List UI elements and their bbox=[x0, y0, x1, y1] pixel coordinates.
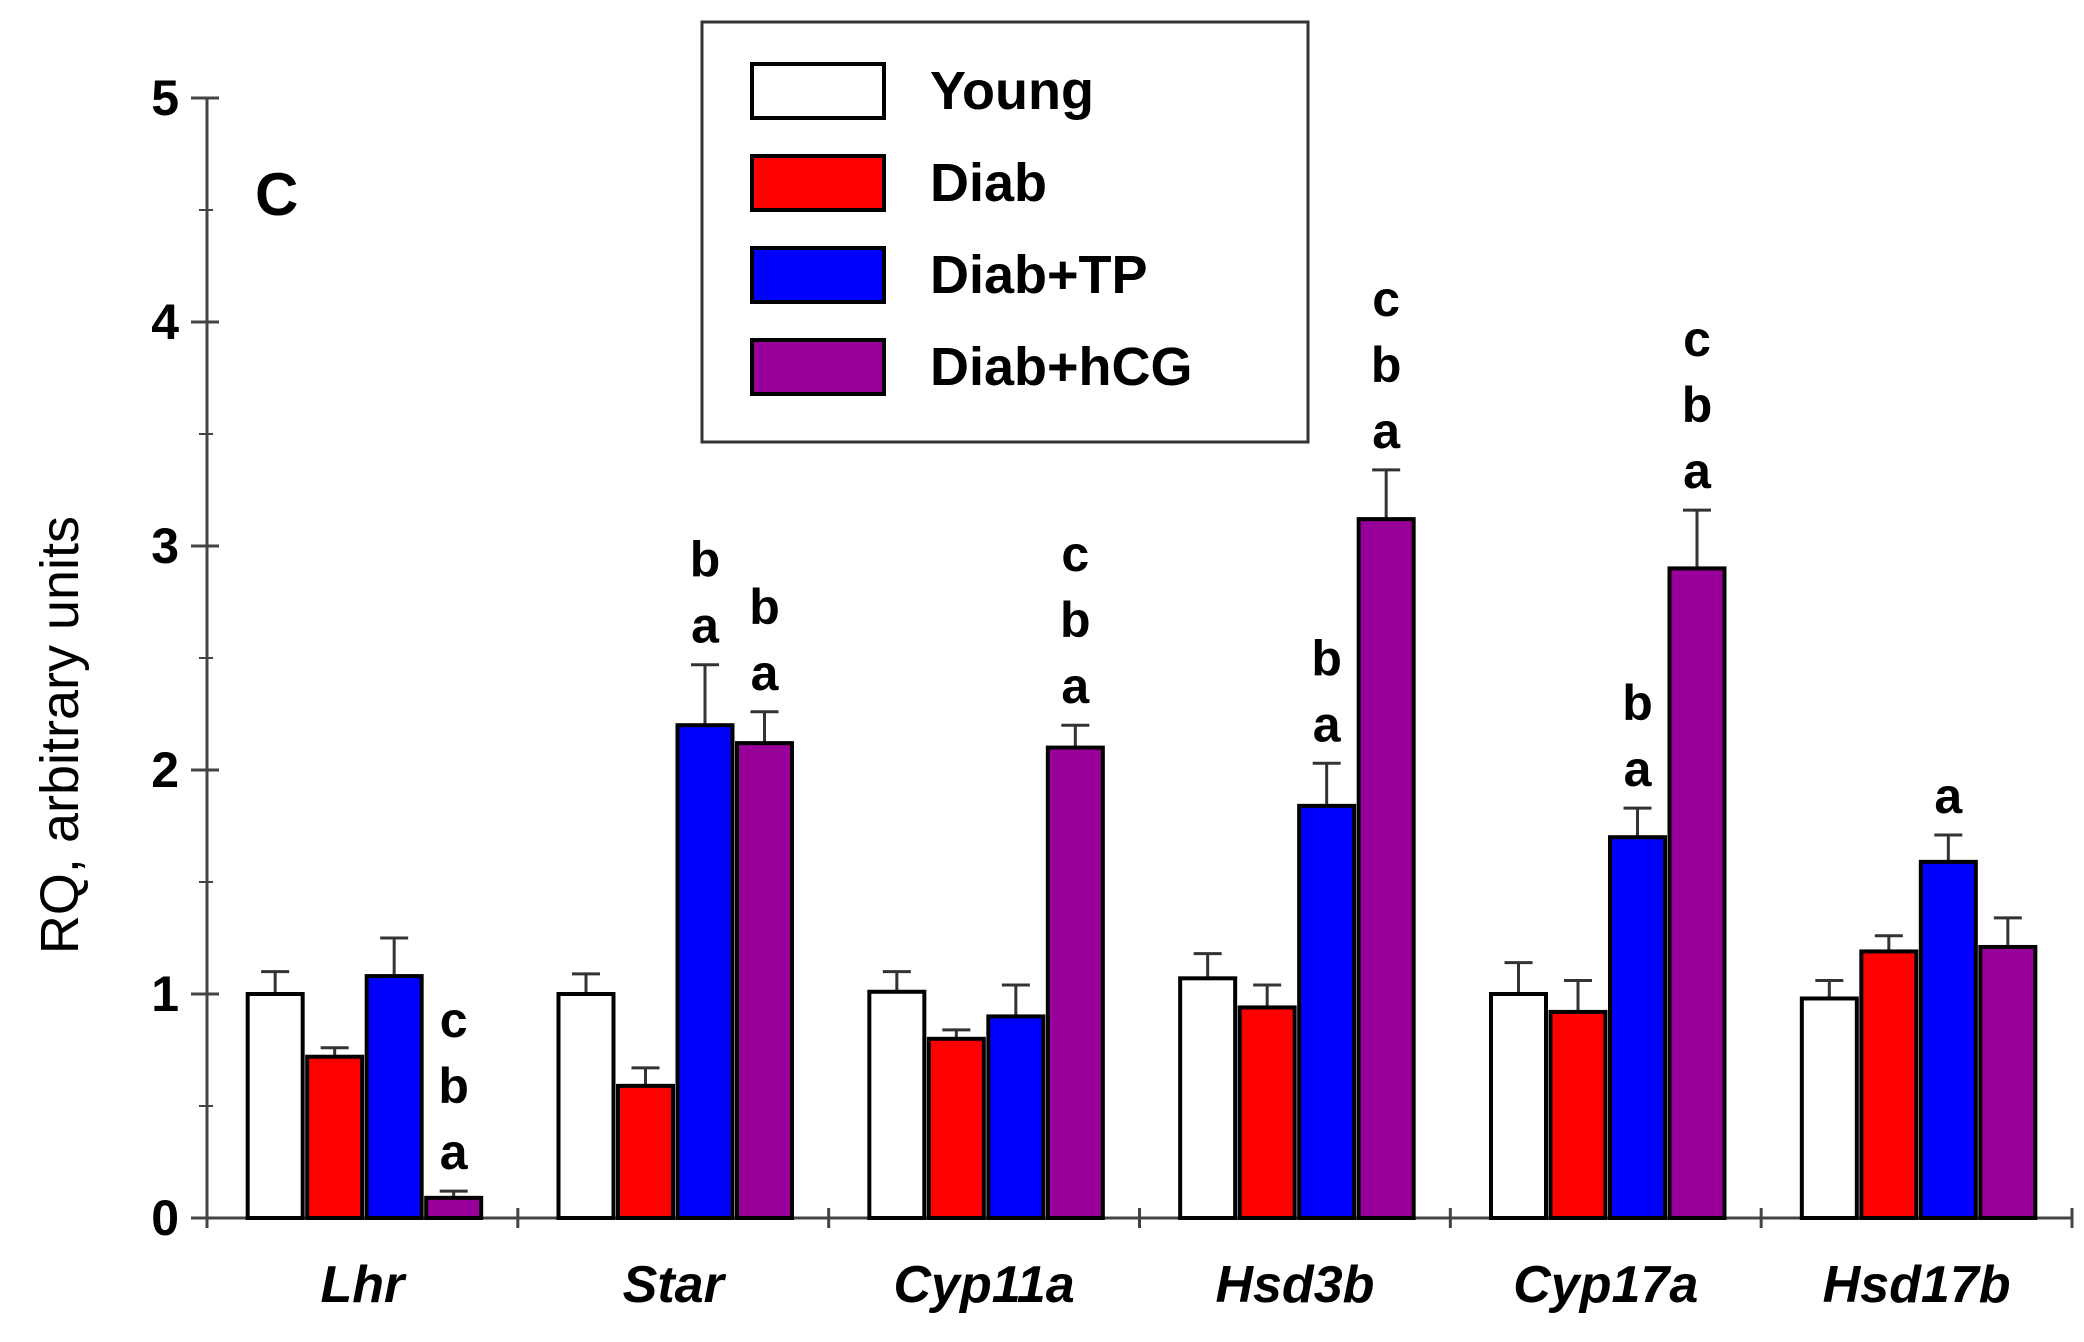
bar bbox=[675, 723, 735, 1220]
bar bbox=[1045, 745, 1105, 1220]
bar bbox=[1178, 976, 1238, 1220]
y-tick-label: 2 bbox=[151, 742, 179, 798]
bar bbox=[1799, 996, 1859, 1220]
significance-label: c bbox=[1683, 311, 1711, 367]
significance-label: a bbox=[1683, 443, 1712, 499]
y-tick-label: 1 bbox=[151, 966, 179, 1022]
bar bbox=[1978, 944, 2038, 1221]
y-tick-label: 5 bbox=[151, 70, 179, 126]
significance-label: b bbox=[1311, 630, 1342, 686]
bars bbox=[245, 468, 2038, 1221]
x-tick-label: Star bbox=[623, 1256, 727, 1314]
legend-swatch bbox=[750, 338, 886, 396]
significance-label: b bbox=[749, 579, 780, 635]
y-tick-label: 4 bbox=[151, 294, 179, 350]
legend-label: Diab bbox=[930, 153, 1047, 213]
y-tick-label: 0 bbox=[151, 1190, 179, 1246]
legend-label: Young bbox=[930, 61, 1094, 121]
bar bbox=[1489, 992, 1548, 1220]
significance-label: a bbox=[440, 1124, 469, 1180]
y-axis-label: RQ, arbitrary units bbox=[30, 516, 90, 954]
legend-label: Diab+hCG bbox=[930, 337, 1193, 397]
bar bbox=[735, 741, 794, 1220]
bar bbox=[424, 1195, 484, 1220]
bar bbox=[1356, 517, 1416, 1220]
significance-label: b bbox=[438, 1058, 469, 1114]
significance-label: c bbox=[1372, 271, 1400, 327]
significance-label: b bbox=[1060, 592, 1091, 648]
x-tick-label: Hsd17b bbox=[1823, 1256, 2011, 1314]
bar bbox=[1859, 949, 1919, 1220]
significance-label: a bbox=[691, 598, 720, 654]
y-tick-label: 3 bbox=[151, 518, 179, 574]
x-tick-label: Hsd3b bbox=[1215, 1256, 1374, 1314]
bar bbox=[867, 989, 927, 1221]
significance-label: a bbox=[1624, 741, 1653, 797]
significance-label: a bbox=[1061, 658, 1090, 714]
bar bbox=[1608, 835, 1667, 1220]
significance-label: c bbox=[440, 992, 468, 1048]
significance-label: b bbox=[1622, 675, 1653, 731]
bar bbox=[616, 1083, 675, 1220]
bar bbox=[245, 992, 305, 1220]
x-tick-label: Lhr bbox=[321, 1256, 408, 1314]
bar bbox=[1667, 566, 1727, 1220]
x-tick-label: Cyp17a bbox=[1513, 1256, 1698, 1314]
bar bbox=[1918, 859, 1978, 1221]
bar bbox=[1297, 803, 1357, 1221]
bar bbox=[1237, 1005, 1297, 1220]
legend-label: Diab+TP bbox=[930, 245, 1148, 305]
bar bbox=[556, 992, 616, 1220]
bar bbox=[986, 1014, 1046, 1221]
significance-label: b bbox=[1371, 337, 1402, 393]
significance-label: c bbox=[1061, 526, 1089, 582]
bar bbox=[364, 974, 424, 1221]
significance-label: a bbox=[1372, 403, 1401, 459]
bar bbox=[305, 1054, 365, 1220]
significance-label: a bbox=[1313, 696, 1342, 752]
axes: 0 1 2 3 4 5 bbox=[151, 70, 2074, 1246]
x-tick-label: Cyp11a bbox=[894, 1256, 1075, 1314]
bar bbox=[926, 1036, 986, 1221]
significance-label: b bbox=[1682, 377, 1713, 433]
legend-swatch bbox=[750, 62, 886, 120]
legend-swatch bbox=[750, 246, 886, 304]
significance-label: a bbox=[1934, 768, 1963, 824]
legend-swatch bbox=[750, 154, 886, 212]
bar bbox=[1548, 1009, 1608, 1220]
significance-label: a bbox=[751, 645, 780, 701]
significance-label: b bbox=[690, 532, 721, 588]
panel-label: C bbox=[255, 161, 298, 228]
legend: Young Diab Diab+TP Diab+hCG bbox=[700, 20, 1310, 444]
